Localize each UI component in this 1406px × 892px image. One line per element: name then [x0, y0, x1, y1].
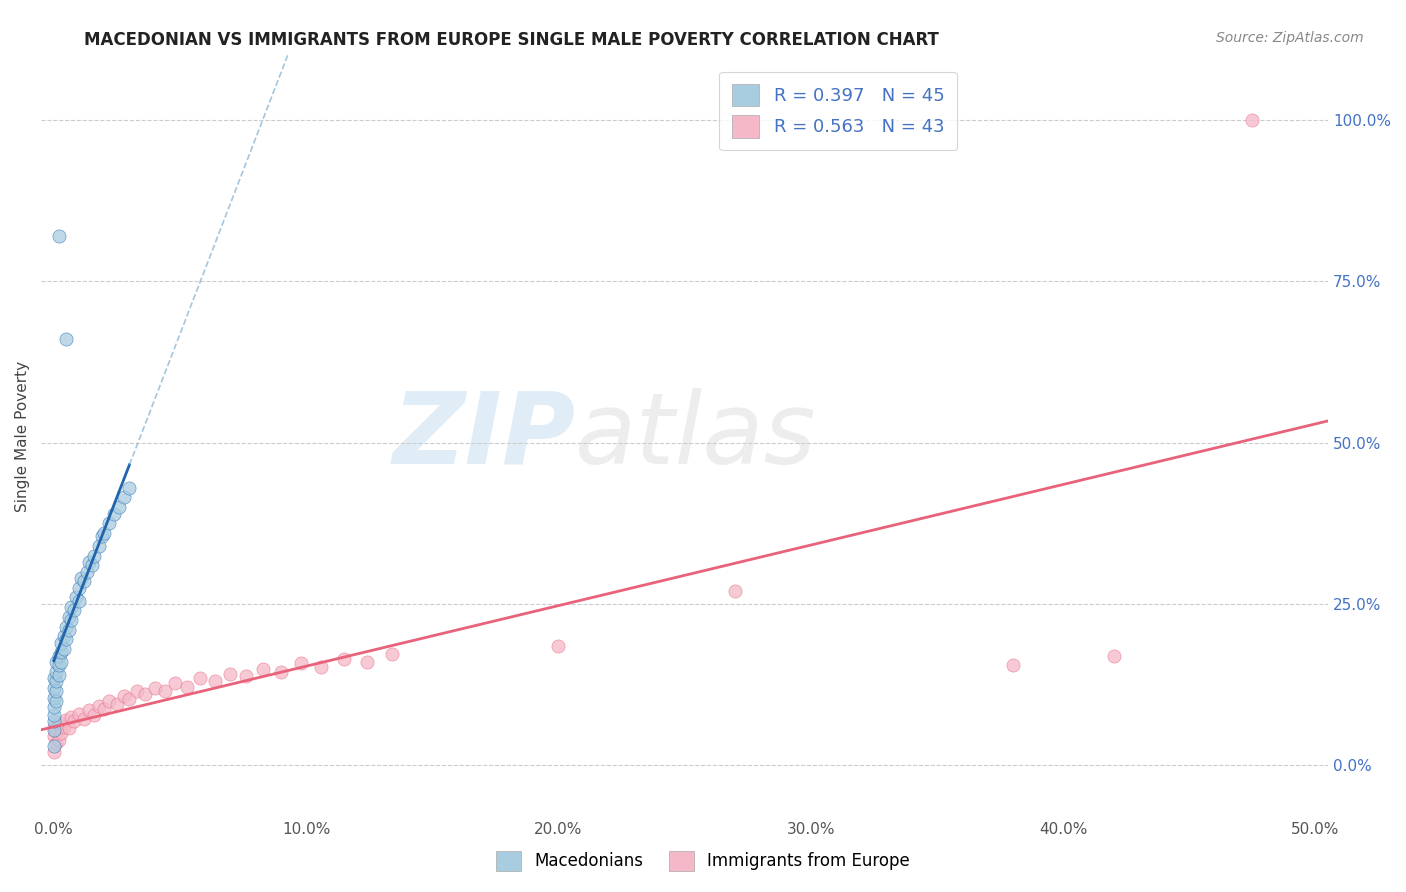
Point — [381, 648, 404, 662]
Text: MACEDONIAN VS IMMIGRANTS FROM EUROPE SINGLE MALE POVERTY CORRELATION CHART: MACEDONIAN VS IMMIGRANTS FROM EUROPE SIN… — [84, 31, 939, 49]
Point — [105, 697, 128, 711]
Point — [51, 655, 73, 669]
Legend: R = 0.397   N = 45, R = 0.563   N = 43: R = 0.397 N = 45, R = 0.563 N = 43 — [720, 71, 957, 150]
Point — [45, 665, 67, 679]
Point — [118, 481, 141, 495]
Point — [89, 698, 111, 713]
Point — [252, 661, 274, 675]
Text: atlas: atlas — [575, 387, 817, 484]
Point — [55, 632, 77, 647]
Point — [55, 713, 77, 727]
Point — [309, 660, 332, 674]
Point — [125, 684, 148, 698]
Point — [63, 603, 86, 617]
Point — [153, 684, 176, 698]
Point — [45, 684, 67, 698]
Point — [356, 655, 378, 669]
Point — [1241, 112, 1264, 127]
Point — [67, 593, 90, 607]
Point — [134, 687, 156, 701]
Point — [55, 619, 77, 633]
Point — [51, 726, 73, 740]
Point — [90, 529, 112, 543]
Point — [70, 571, 93, 585]
Point — [48, 658, 70, 673]
Point — [48, 732, 70, 747]
Point — [58, 610, 80, 624]
Point — [60, 600, 83, 615]
Point — [1102, 648, 1125, 663]
Y-axis label: Single Male Poverty: Single Male Poverty — [15, 360, 30, 512]
Point — [118, 692, 141, 706]
Point — [93, 525, 115, 540]
Point — [42, 746, 65, 760]
Point — [219, 666, 242, 681]
Point — [42, 720, 65, 734]
Point — [51, 645, 73, 659]
Point — [67, 706, 90, 721]
Point — [108, 500, 131, 514]
Point — [93, 701, 115, 715]
Point — [77, 703, 100, 717]
Point — [112, 491, 135, 505]
Point — [42, 708, 65, 723]
Point — [290, 657, 312, 671]
Point — [80, 558, 103, 573]
Point — [547, 639, 569, 653]
Point — [45, 736, 67, 750]
Point — [42, 714, 65, 729]
Point — [188, 671, 211, 685]
Point — [98, 694, 121, 708]
Point — [333, 652, 356, 666]
Point — [65, 591, 87, 605]
Point — [45, 694, 67, 708]
Point — [55, 332, 77, 346]
Point — [77, 555, 100, 569]
Point — [204, 674, 226, 689]
Point — [112, 689, 135, 703]
Point — [163, 675, 186, 690]
Point — [176, 680, 198, 694]
Point — [63, 714, 86, 729]
Point — [52, 720, 75, 734]
Point — [42, 700, 65, 714]
Point — [89, 539, 111, 553]
Point — [52, 642, 75, 657]
Point — [51, 635, 73, 649]
Point — [42, 729, 65, 743]
Point — [45, 655, 67, 669]
Text: Source: ZipAtlas.com: Source: ZipAtlas.com — [1216, 31, 1364, 45]
Point — [48, 648, 70, 663]
Point — [98, 516, 121, 531]
Point — [48, 716, 70, 731]
Point — [83, 549, 105, 563]
Text: ZIP: ZIP — [392, 387, 575, 484]
Point — [60, 710, 83, 724]
Point — [83, 708, 105, 723]
Point — [270, 665, 292, 679]
Point — [73, 574, 96, 589]
Point — [724, 584, 747, 599]
Point — [42, 671, 65, 685]
Point — [143, 681, 166, 695]
Point — [52, 629, 75, 643]
Point — [42, 690, 65, 705]
Point — [235, 669, 257, 683]
Point — [48, 668, 70, 682]
Point — [103, 507, 125, 521]
Legend: Macedonians, Immigrants from Europe: Macedonians, Immigrants from Europe — [488, 842, 918, 880]
Point — [73, 712, 96, 726]
Point — [76, 565, 98, 579]
Point — [48, 228, 70, 243]
Point — [60, 613, 83, 627]
Point — [42, 681, 65, 695]
Point — [45, 723, 67, 737]
Point — [58, 623, 80, 637]
Point — [58, 721, 80, 735]
Point — [42, 723, 65, 737]
Point — [45, 674, 67, 689]
Point — [67, 581, 90, 595]
Point — [1001, 658, 1024, 673]
Point — [42, 739, 65, 753]
